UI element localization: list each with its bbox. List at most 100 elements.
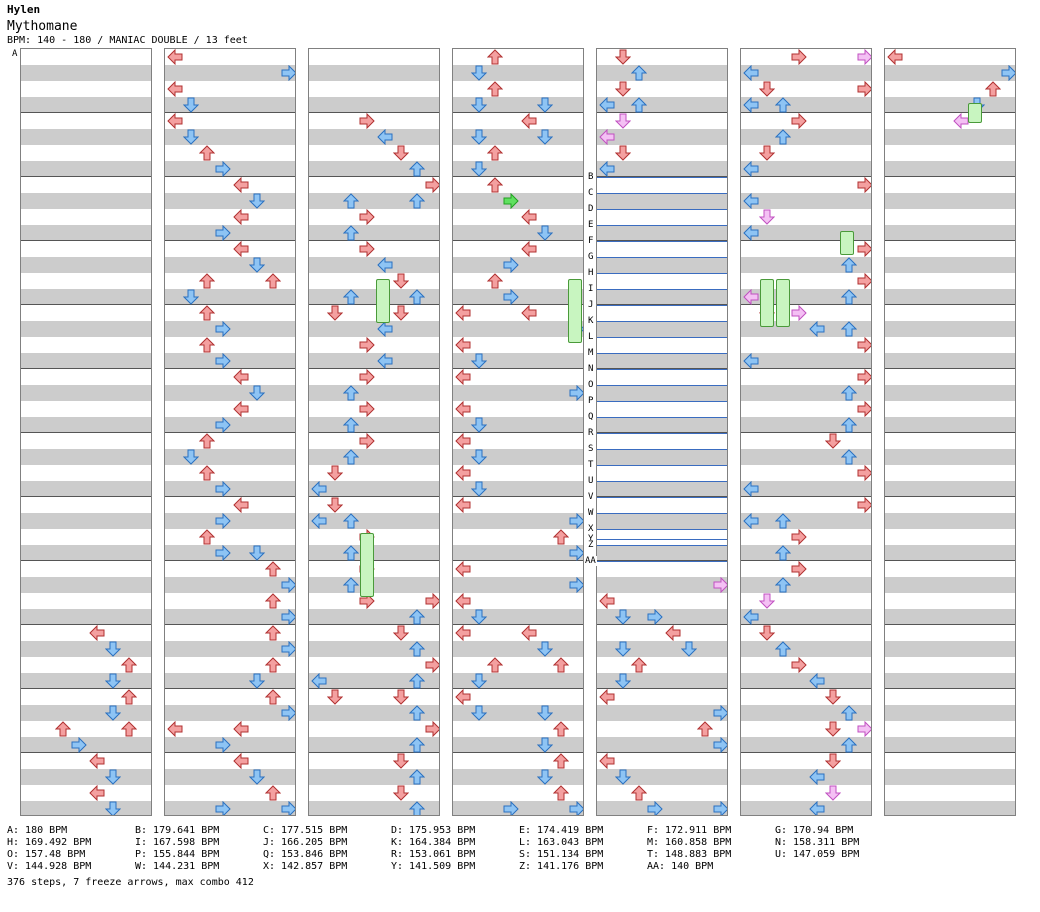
bpm-change-line	[597, 273, 727, 274]
measure-line	[885, 304, 1015, 305]
bpm-legend-entry: N: 158.311 BPM	[775, 837, 860, 848]
measure-line	[597, 688, 727, 689]
measure-line	[309, 624, 439, 625]
right-arrow-icon	[281, 576, 295, 594]
up-arrow-icon	[774, 577, 792, 593]
song-title: Mythomane	[7, 19, 78, 34]
right-arrow-icon	[791, 656, 807, 674]
bpm-marker-label: Q	[587, 412, 595, 422]
left-arrow-icon	[377, 128, 393, 146]
down-arrow-icon	[392, 145, 410, 161]
up-arrow-icon	[408, 289, 426, 305]
chart-column-5	[596, 48, 728, 816]
measure-line	[165, 496, 295, 497]
bpm-legend-entry: U: 147.059 BPM	[775, 849, 860, 860]
measure-line	[165, 752, 295, 753]
up-arrow-icon	[408, 641, 426, 657]
measure-line	[885, 624, 1015, 625]
measure-line	[21, 112, 151, 113]
right-arrow-icon	[215, 352, 231, 370]
measure-line	[453, 304, 583, 305]
down-arrow-icon	[680, 641, 698, 657]
bpm-change-line	[597, 241, 727, 242]
measure-line	[453, 368, 583, 369]
right-arrow-icon	[791, 49, 807, 66]
bpm-change-line	[597, 337, 727, 338]
down-arrow-icon	[470, 161, 488, 177]
down-arrow-icon	[182, 449, 200, 465]
measure-line	[453, 752, 583, 753]
bpm-change-line	[597, 353, 727, 354]
left-arrow-icon	[233, 720, 249, 738]
bpm-change-line	[597, 449, 727, 450]
bpm-change-line	[597, 369, 727, 370]
measure-line	[453, 688, 583, 689]
bpm-legend-entry: G: 170.94 BPM	[775, 825, 854, 836]
left-arrow-icon	[599, 752, 615, 770]
up-arrow-icon	[552, 721, 570, 737]
bpm-marker-label: X	[587, 524, 595, 534]
up-arrow-icon	[408, 769, 426, 785]
chart-column-6	[740, 48, 872, 816]
bpm-legend-entry: D: 175.953 BPM	[391, 825, 476, 836]
left-arrow-icon	[455, 432, 471, 450]
right-arrow-icon	[503, 256, 519, 274]
right-arrow-icon	[215, 160, 231, 178]
down-arrow-icon	[614, 113, 632, 129]
down-arrow-icon	[470, 353, 488, 369]
measure-line	[165, 112, 295, 113]
left-arrow-icon	[233, 368, 249, 386]
measure-line	[453, 432, 583, 433]
bpm-legend-entry: Y: 141.509 BPM	[391, 861, 476, 872]
left-arrow-icon	[953, 112, 969, 130]
bpm-legend-entry: L: 163.043 BPM	[519, 837, 604, 848]
up-arrow-icon	[264, 625, 282, 641]
right-arrow-icon	[425, 656, 439, 674]
bpm-marker-label: AA	[584, 556, 597, 566]
right-arrow-icon	[503, 192, 519, 210]
right-arrow-icon	[569, 576, 583, 594]
right-arrow-icon	[359, 112, 375, 130]
right-arrow-icon	[857, 464, 871, 482]
measure-line	[741, 624, 871, 625]
down-arrow-icon	[536, 737, 554, 753]
left-arrow-icon	[809, 768, 825, 786]
up-arrow-icon	[408, 737, 426, 753]
measure-line	[165, 560, 295, 561]
down-arrow-icon	[614, 145, 632, 161]
bpm-legend-entry: V: 144.928 BPM	[7, 861, 92, 872]
left-arrow-icon	[809, 672, 825, 690]
left-arrow-icon	[311, 480, 327, 498]
up-arrow-icon	[552, 529, 570, 545]
measure-line	[885, 752, 1015, 753]
bpm-marker-label: L	[587, 332, 595, 342]
right-arrow-icon	[791, 304, 807, 322]
down-arrow-icon	[614, 641, 632, 657]
up-arrow-icon	[774, 129, 792, 145]
right-arrow-icon	[359, 240, 375, 258]
right-arrow-icon	[359, 368, 375, 386]
measure-line	[597, 176, 727, 177]
bpm-legend-entry: M: 160.858 BPM	[647, 837, 732, 848]
right-arrow-icon	[281, 64, 295, 82]
up-arrow-icon	[264, 561, 282, 577]
chart-column-2	[164, 48, 296, 816]
left-arrow-icon	[233, 496, 249, 514]
measure-line	[21, 560, 151, 561]
bpm-change-line	[597, 193, 727, 194]
right-arrow-icon	[215, 800, 231, 815]
measure-line	[741, 112, 871, 113]
measure-line	[597, 752, 727, 753]
measure-line	[165, 304, 295, 305]
right-arrow-icon	[857, 240, 871, 258]
right-arrow-icon	[215, 320, 231, 338]
left-arrow-icon	[233, 240, 249, 258]
bpm-change-line	[597, 321, 727, 322]
left-arrow-icon	[743, 64, 759, 82]
measure-line	[453, 112, 583, 113]
right-arrow-icon	[281, 800, 295, 815]
right-arrow-icon	[281, 704, 295, 722]
right-arrow-icon	[215, 480, 231, 498]
right-arrow-icon	[569, 544, 583, 562]
bpm-marker-label: F	[587, 236, 595, 246]
